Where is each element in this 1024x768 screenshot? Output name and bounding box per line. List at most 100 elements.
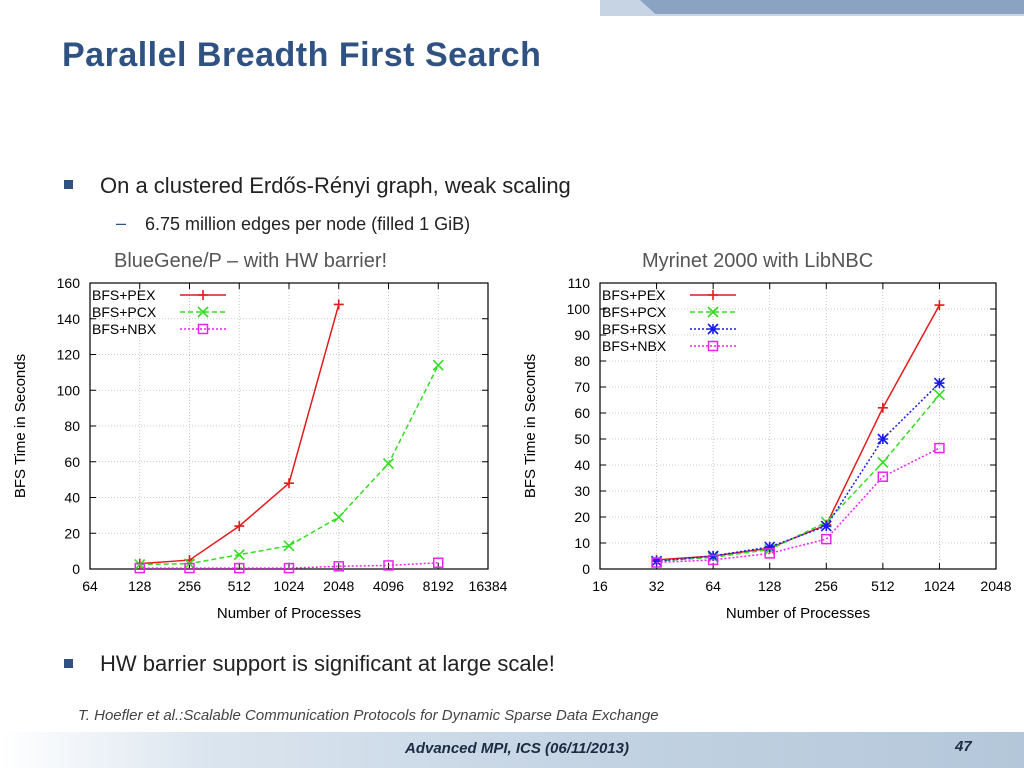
x-tick-label: 64 [82,578,98,594]
data-point [333,299,344,310]
y-tick-label: 20 [64,525,80,541]
y-tick-label: 30 [574,483,590,499]
y-tick-label: 110 [568,275,591,291]
x-tick-label: 8192 [423,578,454,594]
footer-band [0,732,1024,768]
legend-label: BFS+PCX [602,304,667,320]
data-point [433,557,444,568]
plot-frame [599,282,997,570]
data-point [764,541,776,553]
chart-myrinet: 0 10 20 30 40 50 60 70 80 90 100 110 16 32 64 128 256 512… [522,275,1012,622]
series-bfs-pcx [651,389,945,567]
data-point [933,389,945,401]
x-tick-label: 4096 [373,578,404,594]
footer-conference: Advanced MPI, ICS (06/11/2013) [405,740,629,757]
x-tick-label: 32 [649,578,665,594]
legend-label: BFS+PEX [92,287,156,303]
data-point [877,456,889,468]
y-tick-label: 60 [64,454,80,470]
data-point [821,533,832,545]
series-line [656,382,940,562]
y-tick-label: 10 [574,535,590,551]
x-tick-label: 2048 [980,578,1011,594]
data-point [877,433,889,445]
data-point [284,478,294,489]
series-bfs-pex [134,299,344,569]
legend-label: BFS+NBX [602,338,667,354]
bullet-square-icon [64,659,73,668]
x-axis-label: Number of Processes [217,605,361,622]
sub-bullet-dash-icon: – [116,213,127,233]
y-tick-label: 20 [574,509,590,525]
x-tick-label: 256 [815,578,839,594]
data-point [234,521,245,532]
data-point [707,554,719,566]
series-bfs-nbx [651,442,945,568]
y-tick-label: 90 [574,327,590,343]
x-tick-label: 256 [178,578,202,594]
series-bfs-pex [651,300,945,565]
series-bfs-rsx [651,377,945,567]
data-point [283,562,295,574]
top-decoration-dark [640,0,1024,14]
slide-title: Parallel Breadth First Search [62,36,542,74]
y-tick-label: 160 [57,275,81,291]
series-bfs-nbx [134,557,444,574]
x-tick-label: 16 [592,578,608,594]
bullet-square-icon [64,180,73,189]
y-tick-label: 0 [582,561,590,577]
data-point [184,562,195,574]
data-point [933,377,945,389]
data-point [820,520,832,532]
legend-marker [707,323,719,335]
legend-marker [197,323,209,335]
data-point [233,549,245,561]
legend-marker [197,306,209,318]
y-tick-label: 140 [57,311,81,327]
y-tick-label: 0 [72,561,80,577]
data-point [651,557,662,568]
data-point [764,548,775,559]
data-point [877,471,889,482]
x-tick-label: 2048 [323,578,354,594]
x-tick-label: 128 [758,578,782,594]
series-line [656,304,941,561]
y-tick-label: 80 [574,353,590,369]
y-tick-label: 70 [574,379,590,395]
legend-label: BFS+RSX [602,321,667,337]
legend-label: BFS+PEX [602,287,666,303]
legend-label: BFS+NBX [92,321,157,337]
data-point [283,540,295,552]
series-line [139,561,439,569]
footer-reference: T. Hoefler et al.:Scalable Communication… [78,707,659,724]
data-point [383,560,394,571]
legend-marker [708,290,718,300]
data-point [333,511,345,523]
chart-caption-right: Myrinet 2000 with LibNBC [642,250,874,272]
y-tick-label: 60 [574,405,590,421]
data-point [432,359,444,371]
data-point [333,561,344,572]
data-point [877,402,888,413]
y-tick-label: 100 [57,382,81,398]
chart-caption-left: BlueGene/P – with HW barrier! [114,250,388,272]
x-tick-label: 512 [871,578,895,594]
x-tick-label: 1024 [924,578,955,594]
bullet-text-2: HW barrier support is significant at lar… [100,651,555,676]
data-point [134,562,145,574]
series-line [139,364,439,566]
x-tick-label: 1024 [273,578,304,594]
sub-bullet-text-1: 6.75 million edges per node (filled 1 Gi… [145,214,471,234]
y-tick-label: 100 [567,301,591,317]
y-axis-label: BFS Time in Seconds [12,354,29,498]
page-number: 47 [955,738,972,755]
y-tick-label: 120 [57,347,81,363]
x-tick-label: 512 [228,578,252,594]
legend-marker [198,290,208,300]
x-tick-label: 64 [705,578,721,594]
legend-marker [707,306,719,318]
y-tick-label: 40 [64,490,80,506]
data-point [134,558,146,571]
y-tick-label: 40 [574,457,590,473]
bullet-text-1: On a clustered Erdős-Rényi graph, weak s… [100,173,571,198]
